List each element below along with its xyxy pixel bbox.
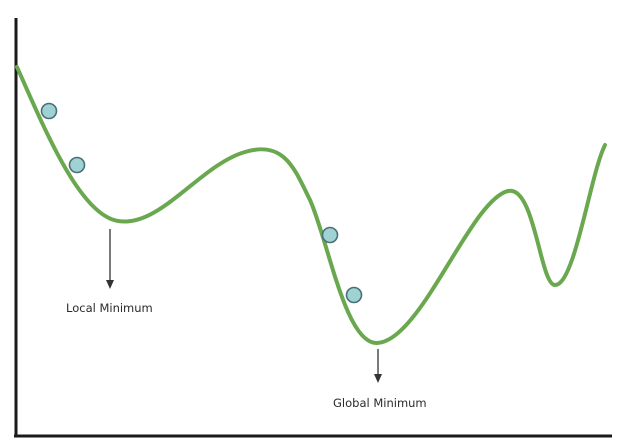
ball <box>40 102 58 120</box>
local-minimum-label: Local Minimum <box>66 301 153 315</box>
loss-curve <box>15 65 607 346</box>
global-minimum-label: Global Minimum <box>333 396 427 410</box>
ball <box>345 286 363 304</box>
ball <box>68 156 86 174</box>
local-minimum-arrow <box>106 229 114 289</box>
global-minimum-arrow <box>374 349 382 383</box>
ball <box>321 226 339 244</box>
